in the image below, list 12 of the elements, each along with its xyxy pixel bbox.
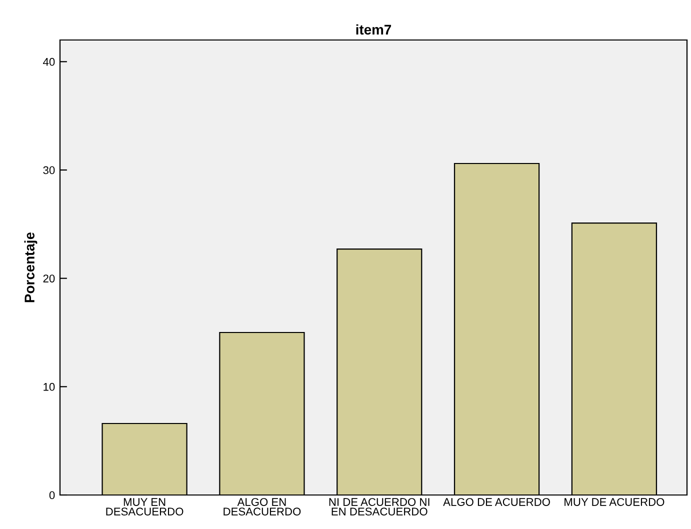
y-tick-label: 10: [44, 382, 55, 391]
y-tick-label: 0: [49, 491, 55, 500]
chart-title: item7: [356, 24, 392, 35]
x-tick-label: MUY EN DESACUERDO: [106, 498, 184, 516]
x-tick-label: MUY DE ACUERDO: [564, 498, 664, 506]
y-tick-label: 40: [43, 58, 55, 66]
y-axis-title: Porcentaje: [24, 232, 38, 302]
y-tick-label: 30: [43, 166, 55, 174]
y-tick-label: 20: [43, 274, 55, 282]
x-tick-label: ALGO EN DESACUERDO: [224, 498, 301, 516]
x-tick-label: NI DE ACUERDO NI EN DESACUERDO: [329, 498, 430, 516]
x-tick-label: ALGO DE ACUERDO: [443, 498, 550, 506]
